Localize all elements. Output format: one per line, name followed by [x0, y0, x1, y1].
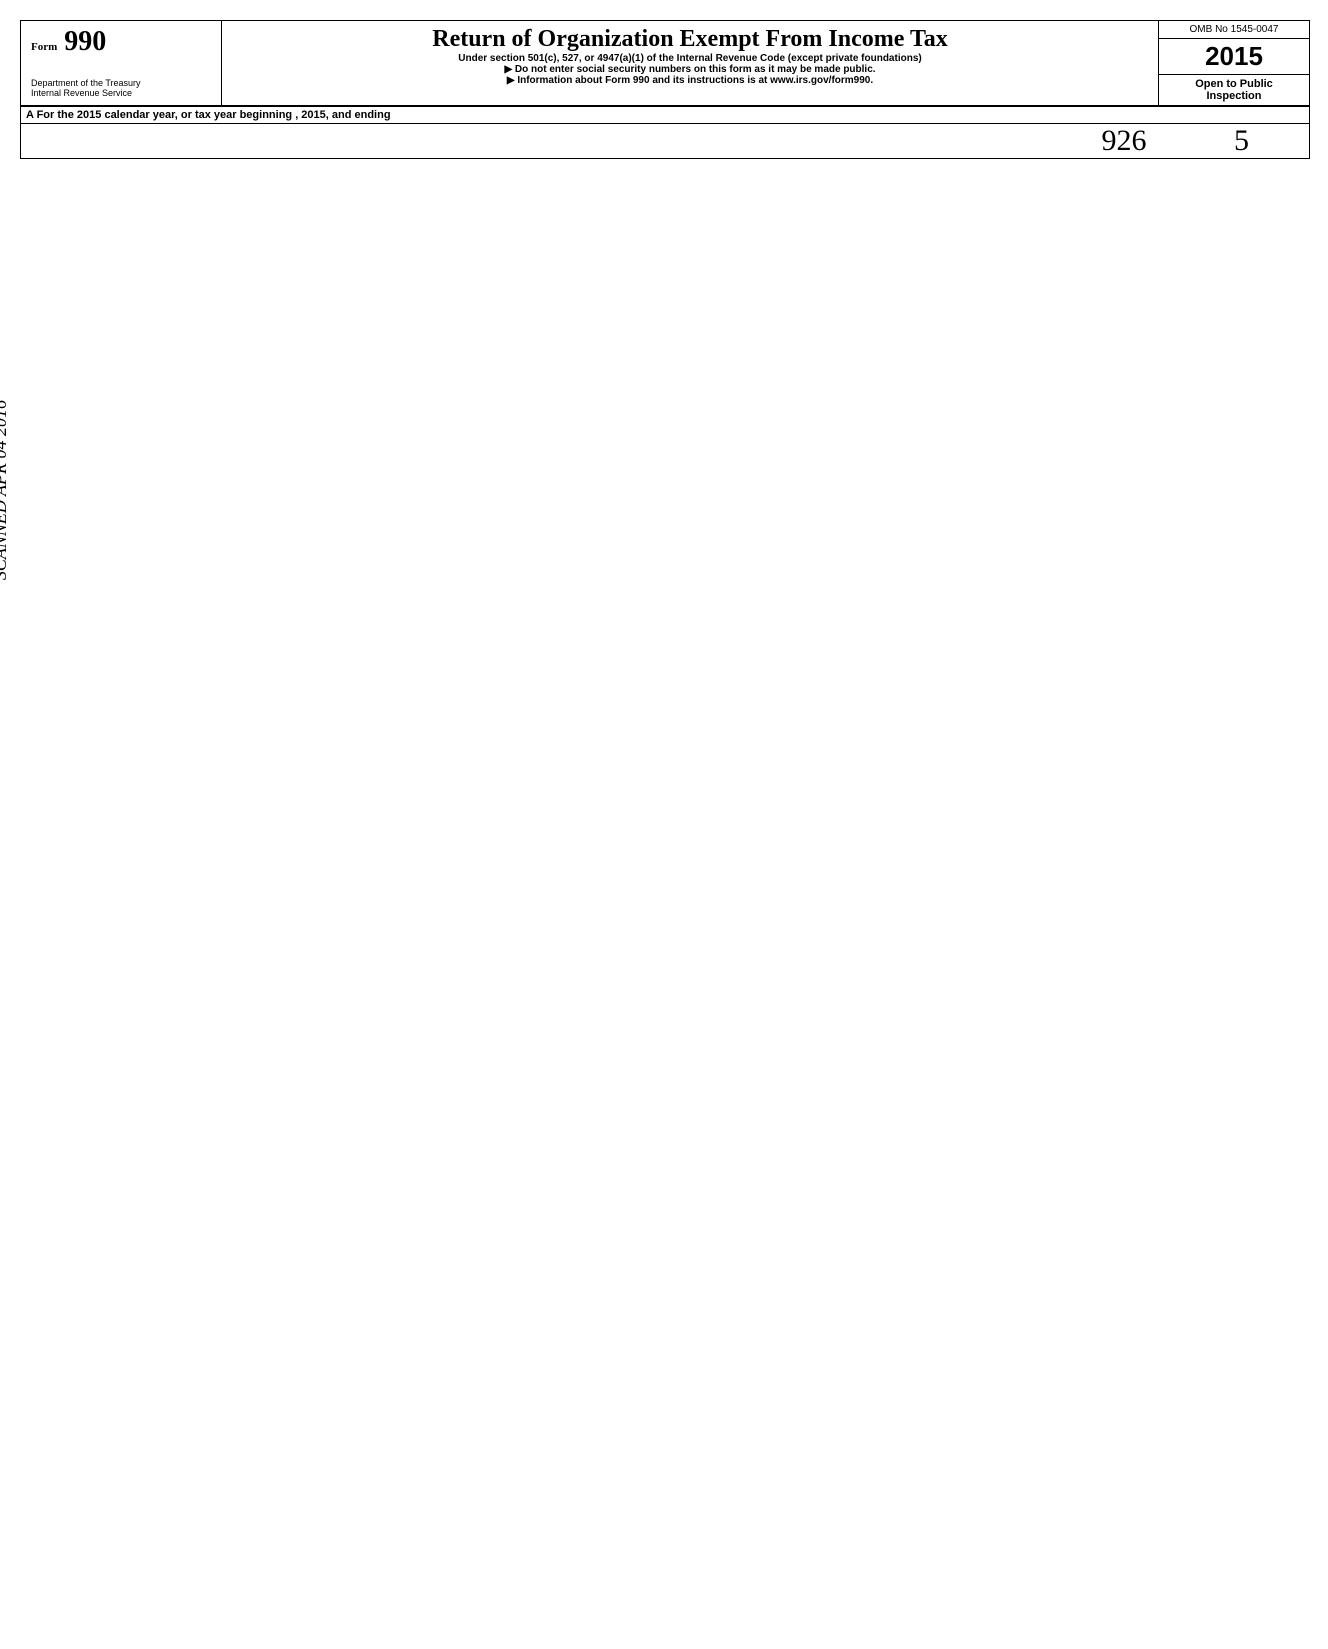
tax-year: 2015	[1159, 39, 1309, 75]
instr-2: ▶ Information about Form 990 and its ins…	[227, 75, 1153, 86]
handwritten-926: 926 5	[21, 124, 1309, 158]
instr-1: ▶ Do not enter social security numbers o…	[227, 64, 1153, 75]
form-header: Form 990 Department of the Treasury Inte…	[21, 21, 1309, 107]
row-a-tax-year: A For the 2015 calendar year, or tax yea…	[21, 107, 1309, 124]
dept-treasury: Department of the Treasury Internal Reve…	[31, 78, 211, 98]
form-990-container: Form 990 Department of the Treasury Inte…	[20, 20, 1310, 159]
header-right: OMB No 1545-0047 2015 Open to Public Ins…	[1158, 21, 1309, 105]
header-left: Form 990 Department of the Treasury Inte…	[21, 21, 222, 105]
omb-number: OMB No 1545-0047	[1159, 21, 1309, 39]
form-subtitle: Under section 501(c), 527, or 4947(a)(1)…	[227, 53, 1153, 64]
form-number: Form 990	[31, 26, 211, 58]
form-title: Return of Organization Exempt From Incom…	[227, 26, 1153, 53]
scan-stamp: SCANNED APR 04 2016	[0, 400, 11, 580]
open-public: Open to Public Inspection	[1159, 75, 1309, 105]
header-center: Return of Organization Exempt From Incom…	[222, 21, 1158, 105]
